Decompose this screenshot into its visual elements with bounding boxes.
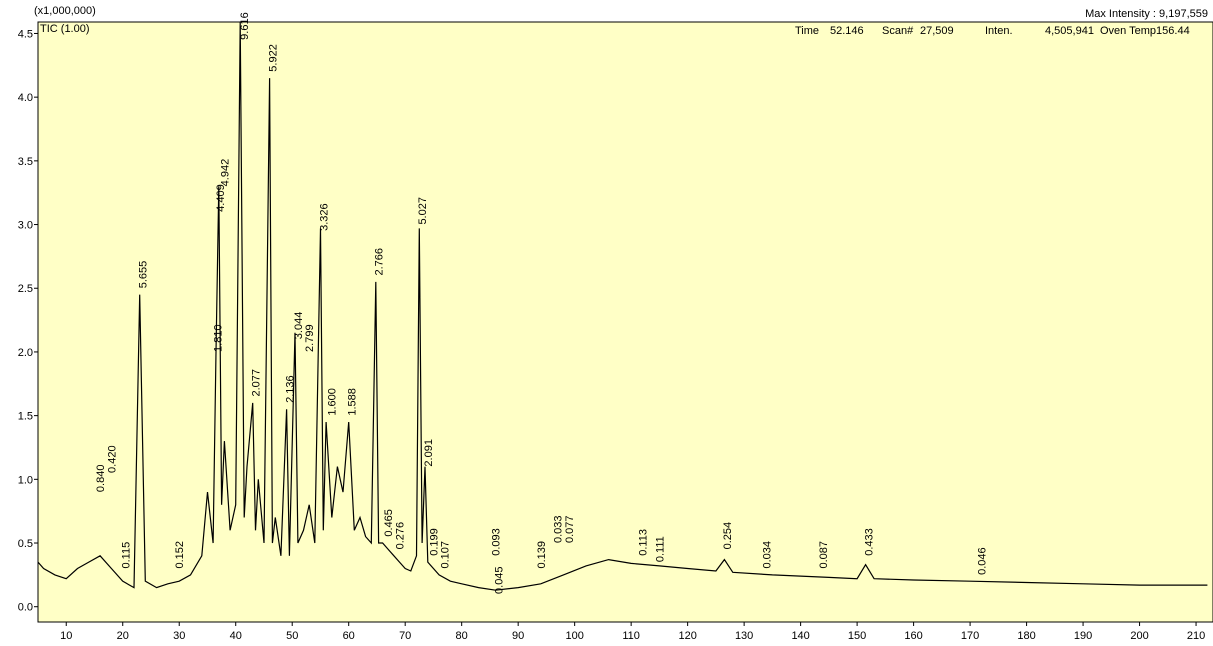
peak-label: 0.840 bbox=[95, 465, 107, 493]
peak-label: 0.115 bbox=[121, 542, 133, 569]
status-item: Oven Temp156.44 bbox=[1100, 25, 1190, 37]
peak-label: 0.107 bbox=[440, 541, 452, 569]
x-tick-label: 50 bbox=[286, 630, 298, 642]
peak-label: 3.044 bbox=[293, 312, 305, 340]
x-tick-label: 160 bbox=[904, 630, 922, 642]
peak-label: 4.942 bbox=[219, 159, 231, 187]
peak-label: 0.199 bbox=[428, 528, 440, 556]
peak-label: 5.027 bbox=[417, 197, 429, 225]
x-tick-label: 210 bbox=[1187, 630, 1205, 642]
peak-label: 0.420 bbox=[106, 445, 118, 473]
status-item: Scan# bbox=[882, 25, 914, 37]
x-tick-label: 140 bbox=[791, 630, 809, 642]
x-tick-label: 150 bbox=[848, 630, 866, 642]
peak-label: 5.922 bbox=[267, 44, 279, 72]
x-tick-label: 120 bbox=[678, 630, 696, 642]
x-tick-label: 10 bbox=[60, 630, 72, 642]
peak-label: 0.433 bbox=[863, 528, 875, 556]
peak-label: 0.139 bbox=[536, 541, 548, 569]
y-tick-label: 2.0 bbox=[18, 347, 33, 359]
peak-label: 0.033 bbox=[553, 515, 565, 543]
peak-label: 0.254 bbox=[722, 522, 734, 550]
peak-label: 2.136 bbox=[284, 375, 296, 403]
trace bbox=[37, 21, 1208, 591]
peak-label: 0.034 bbox=[762, 541, 774, 569]
peak-label: 0.111 bbox=[654, 536, 666, 562]
x-tick-label: 180 bbox=[1017, 630, 1035, 642]
peak-label: 1.810 bbox=[213, 324, 225, 352]
y-tick-label: 3.0 bbox=[18, 220, 33, 232]
status-item: 52.146 bbox=[830, 25, 864, 37]
status-item: Time bbox=[795, 25, 819, 37]
x-tick-label: 110 bbox=[622, 630, 640, 642]
x-tick-label: 130 bbox=[735, 630, 753, 642]
y-tick-label: 1.0 bbox=[18, 474, 33, 486]
y-tick-label: 4.5 bbox=[18, 28, 33, 40]
peak-label: 2.077 bbox=[250, 369, 262, 397]
y-tick-label: 4.0 bbox=[18, 92, 33, 104]
scale-note: (x1,000,000) bbox=[34, 5, 96, 17]
peak-label: 0.046 bbox=[976, 547, 988, 575]
status-item: 27,509 bbox=[920, 25, 954, 37]
peak-label: 4.409 bbox=[215, 184, 227, 212]
peak-label: 0.465 bbox=[383, 509, 395, 537]
x-tick-label: 70 bbox=[399, 630, 411, 642]
x-tick-label: 60 bbox=[343, 630, 355, 642]
status-item: 4,505,941 bbox=[1045, 25, 1094, 37]
trace-label: TIC (1.00) bbox=[40, 23, 90, 35]
peak-label: 2.766 bbox=[374, 248, 386, 276]
x-tick-label: 30 bbox=[173, 630, 185, 642]
status-bar: Time 52.146 Scan# 27,509 Inten. 4,505,941 Oven… bbox=[795, 25, 1190, 37]
x-tick-label: 90 bbox=[512, 630, 524, 642]
peak-label: 2.799 bbox=[304, 324, 316, 352]
peak-label: 9.616 bbox=[239, 12, 251, 40]
x-tick-label: 100 bbox=[565, 630, 583, 642]
y-tick-label: 2.5 bbox=[18, 283, 33, 295]
x-tick-label: 80 bbox=[456, 630, 468, 642]
status-item: Inten. bbox=[985, 25, 1013, 37]
max-intensity: Max Intensity : 9,197,559 bbox=[1085, 8, 1208, 20]
peak-label: 5.655 bbox=[138, 261, 150, 289]
x-tick-label: 40 bbox=[230, 630, 242, 642]
y-tick-label: 1.5 bbox=[18, 411, 33, 423]
peak-label: 3.326 bbox=[318, 203, 330, 231]
peak-label: 1.600 bbox=[327, 388, 339, 416]
y-tick-label: 0.5 bbox=[18, 538, 33, 550]
y-tick-label: 3.5 bbox=[18, 156, 33, 168]
peak-label: 0.087 bbox=[818, 541, 830, 569]
peak-label: 0.152 bbox=[174, 541, 186, 569]
peak-label: 0.113 bbox=[637, 529, 649, 556]
x-tick-label: 200 bbox=[1130, 630, 1148, 642]
x-tick-label: 20 bbox=[117, 630, 129, 642]
peak-label: 0.045 bbox=[493, 566, 505, 594]
x-tick-label: 170 bbox=[961, 630, 979, 642]
x-tick-label: 190 bbox=[1074, 630, 1092, 642]
peak-label: 2.091 bbox=[423, 439, 435, 467]
y-tick-label: 0.0 bbox=[18, 602, 33, 614]
plot-area bbox=[37, 21, 1213, 623]
peak-label: 0.077 bbox=[564, 515, 576, 543]
peak-label: 0.093 bbox=[491, 528, 503, 556]
peak-label: 1.588 bbox=[347, 388, 359, 416]
peak-label: 0.276 bbox=[395, 522, 407, 550]
